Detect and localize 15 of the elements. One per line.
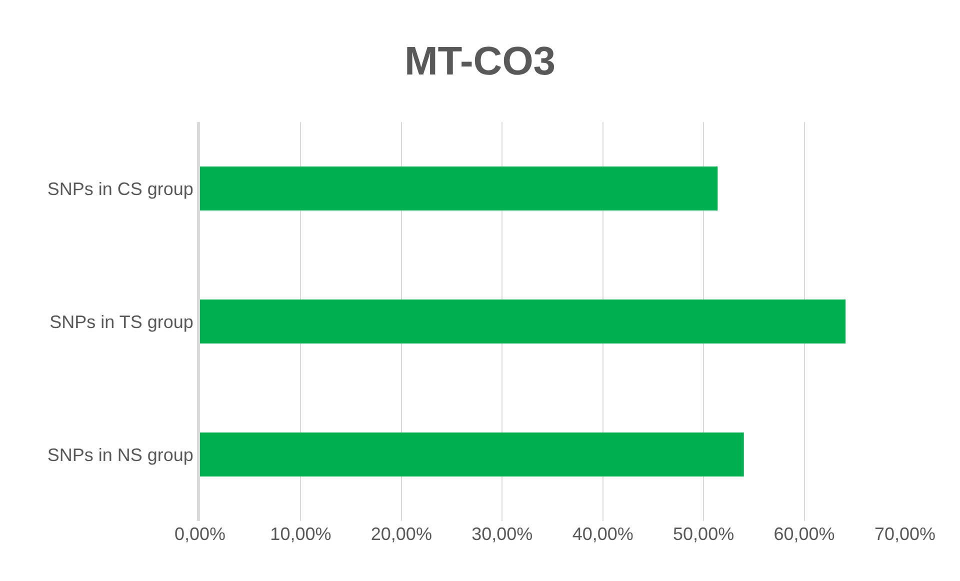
x-tick-label: 50,00% <box>673 524 734 544</box>
y-tick-label: SNPs in CS group <box>47 178 194 199</box>
y-tick-label: SNPs in TS group <box>50 312 194 332</box>
bar <box>200 432 744 476</box>
x-tick-label: 10,00% <box>270 524 332 544</box>
x-tick-label: 60,00% <box>774 524 835 544</box>
y-tick-label: SNPs in NS group <box>47 444 194 465</box>
bar <box>200 300 846 344</box>
x-tick-label: 70,00% <box>874 524 936 544</box>
chart-title: MT-CO3 <box>404 39 556 84</box>
x-tick-label: 30,00% <box>472 524 533 544</box>
x-tick-label: 40,00% <box>572 524 634 544</box>
bar <box>200 166 718 210</box>
x-tick-label: 20,00% <box>370 524 432 544</box>
x-tick-label: 0,00% <box>174 524 226 544</box>
